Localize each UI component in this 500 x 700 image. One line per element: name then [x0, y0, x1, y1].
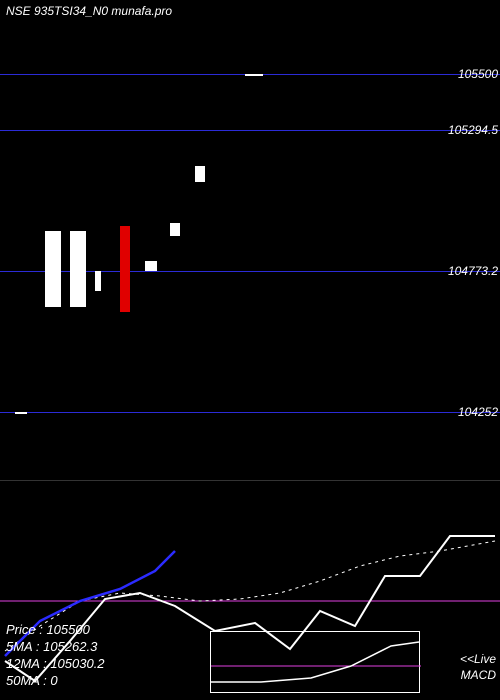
- info-line: Price : 105500: [6, 622, 105, 639]
- candle: [45, 231, 61, 307]
- candle: [145, 261, 157, 271]
- info-line: 50MA : 0: [6, 673, 105, 690]
- candle: [70, 231, 86, 307]
- price-gridline-label: 105294.5: [448, 123, 498, 137]
- price-gridline-label: 104773.2: [448, 264, 498, 278]
- inset-lines: [211, 632, 421, 694]
- chart-container: NSE 935TSI34_N0 munafa.pro 105500 105294.…: [0, 0, 500, 700]
- live-label-1: <<Live: [460, 652, 496, 666]
- candle: [170, 223, 180, 237]
- price-gridline-label: 105500: [458, 67, 498, 81]
- macd-inset: [210, 631, 420, 693]
- price-gridline: [0, 130, 500, 131]
- chart-title: NSE 935TSI34_N0 munafa.pro: [6, 4, 172, 18]
- candle: [195, 166, 205, 182]
- candle: [245, 74, 263, 76]
- info-line: 12MA : 105030.2: [6, 656, 105, 673]
- candle: [95, 271, 101, 291]
- indicator-panel: Price : 1055005MA : 105262.312MA : 10503…: [0, 480, 500, 696]
- live-label-2: MACD: [461, 668, 496, 682]
- price-panel: 105500 105294.5 104773.2 104252: [0, 20, 500, 480]
- info-box: Price : 1055005MA : 105262.312MA : 10503…: [6, 622, 105, 690]
- candle: [120, 226, 130, 313]
- price-gridline: [0, 412, 500, 413]
- candle: [15, 412, 27, 414]
- info-line: 5MA : 105262.3: [6, 639, 105, 656]
- price-gridline-label: 104252: [458, 405, 498, 419]
